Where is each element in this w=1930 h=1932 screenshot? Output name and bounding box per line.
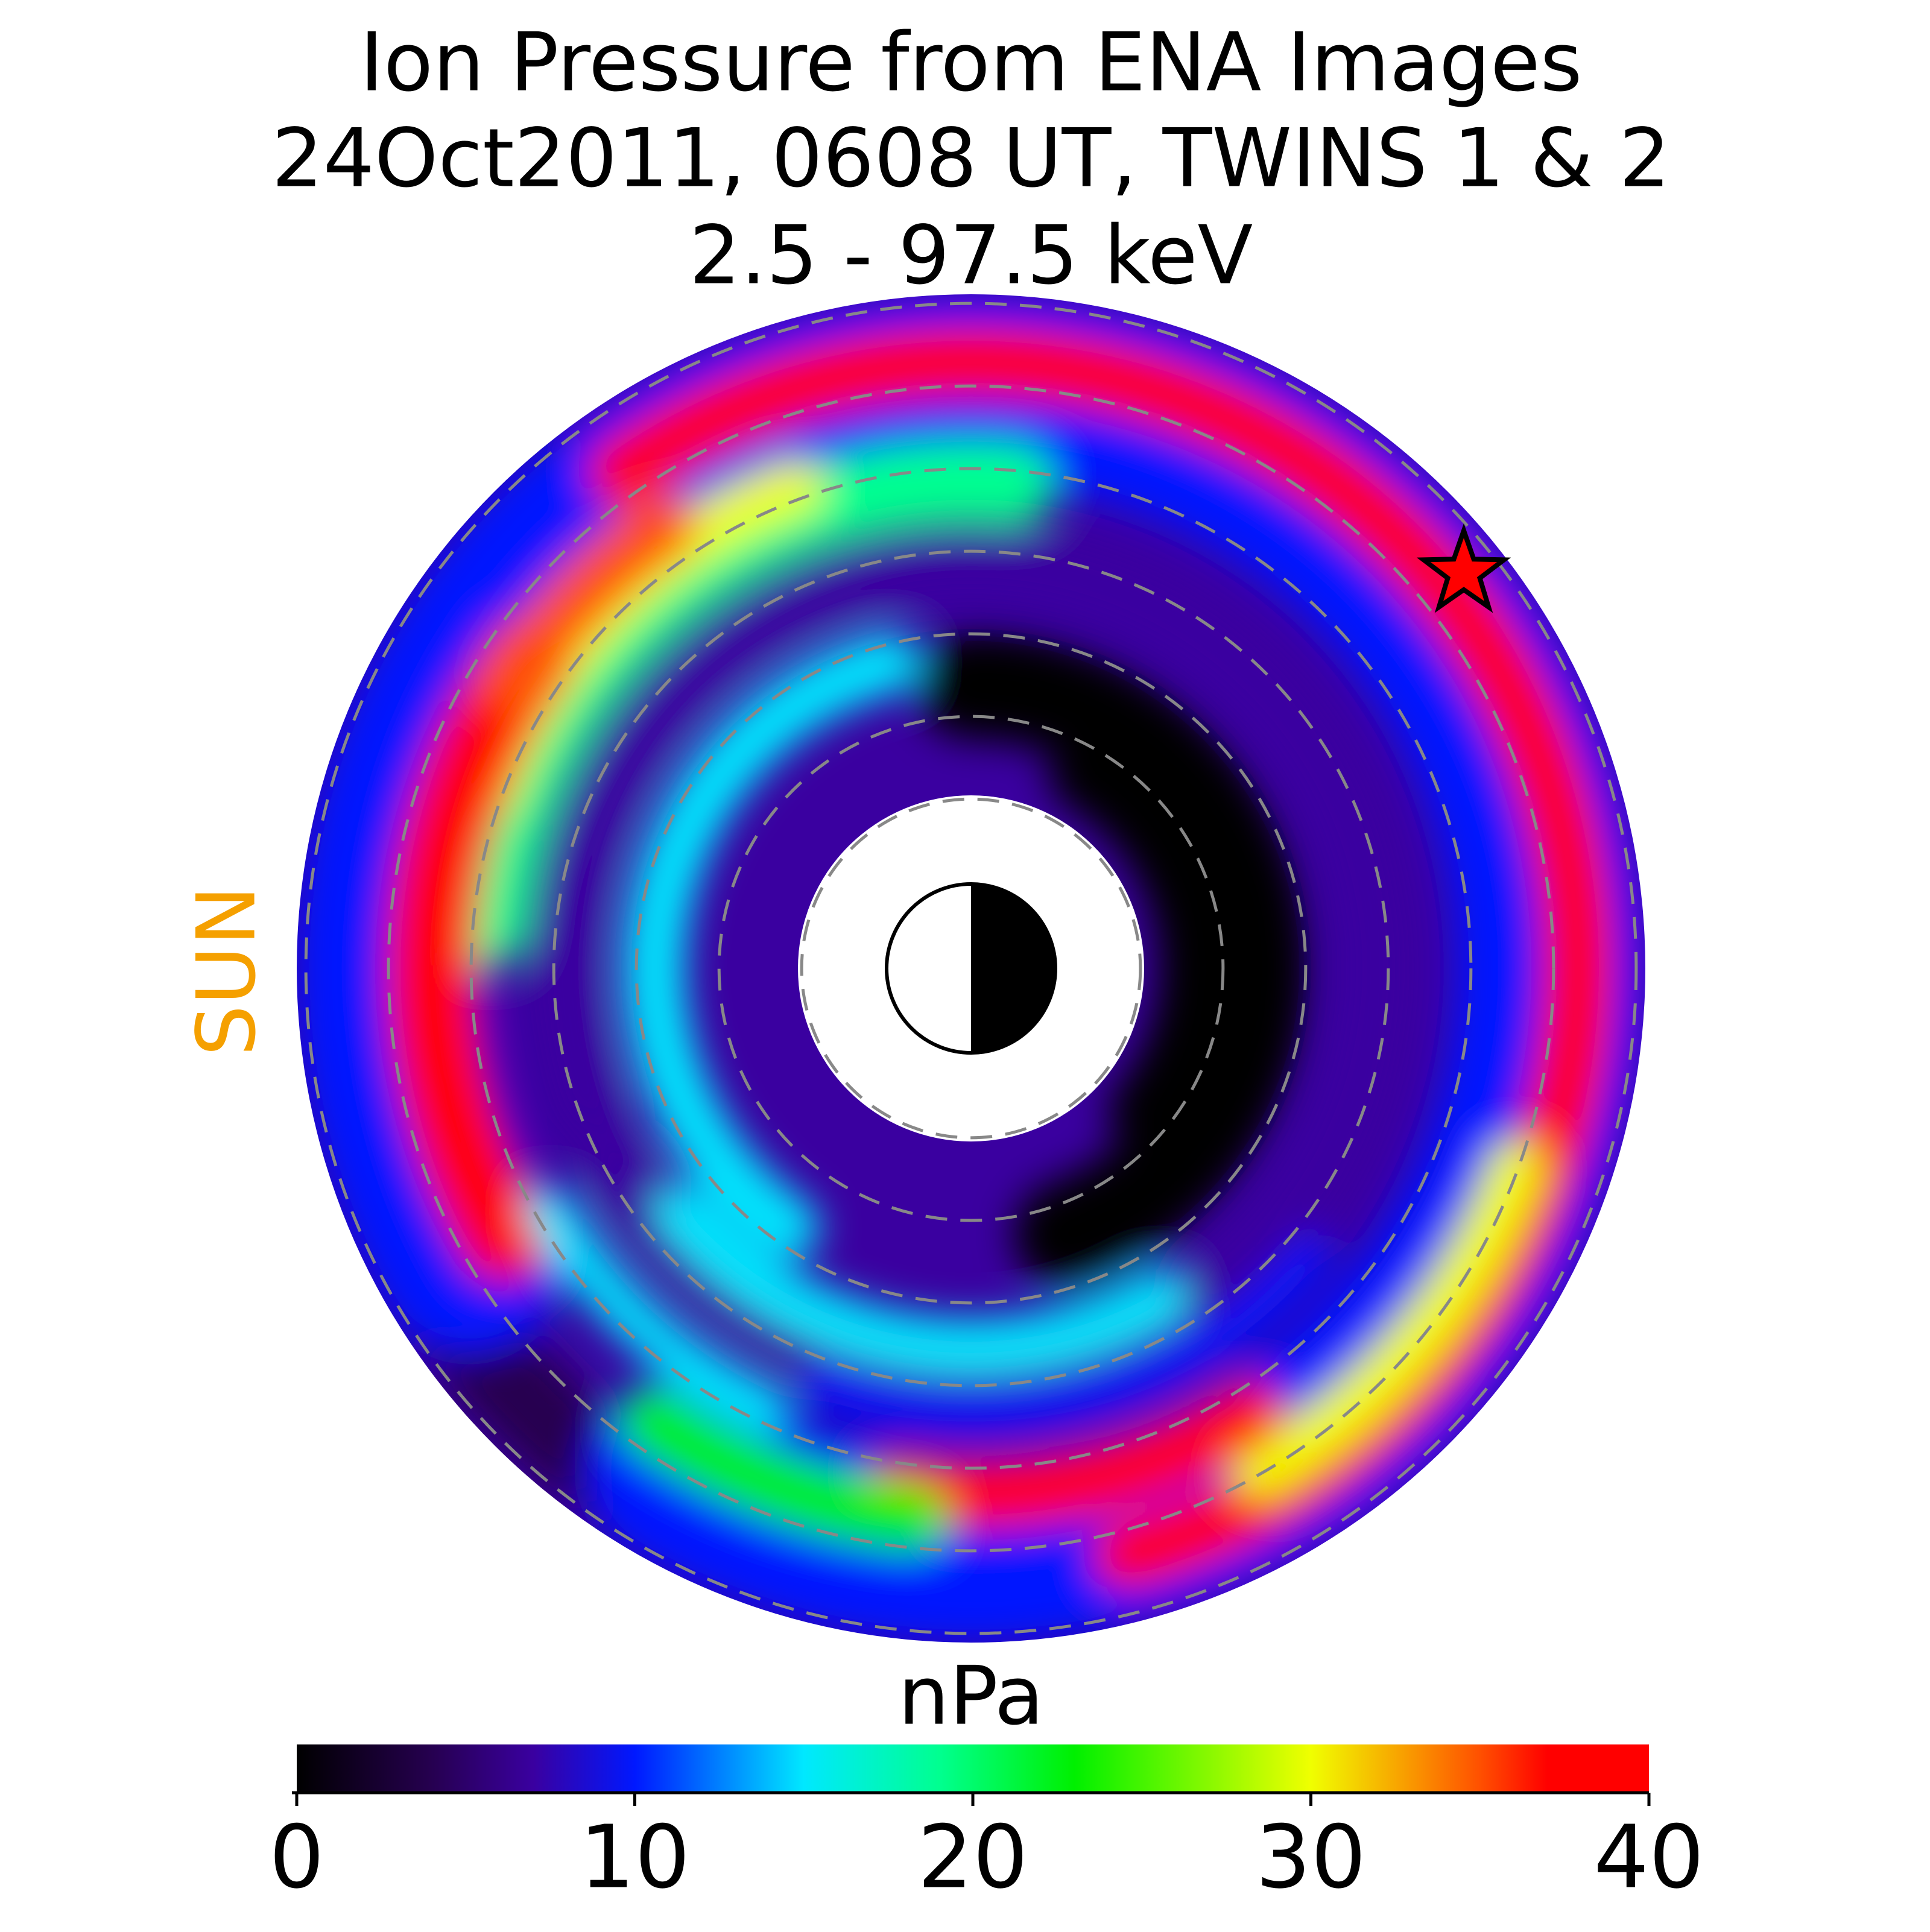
field-band — [531, 297, 1642, 1640]
field-band — [1234, 1140, 1543, 1498]
distance-circles — [304, 301, 1638, 1635]
field-band — [479, 493, 695, 716]
distance-circle — [387, 384, 1555, 1553]
colorbar — [297, 1744, 1649, 1792]
pressure-map — [290, 287, 1653, 1650]
title-line: 24Oct2011, 0608 UT, TWINS 1 & 2 — [271, 112, 1670, 206]
field-band — [624, 632, 920, 1258]
field-bands — [297, 294, 1645, 1643]
distance-circle — [304, 301, 1638, 1635]
field-band — [799, 1234, 1332, 1434]
tick-label: 30 — [1256, 1807, 1366, 1908]
field-band — [654, 1184, 1187, 1373]
tick-label: 0 — [269, 1807, 324, 1908]
field-band — [864, 1380, 1284, 1528]
field-band — [1048, 742, 1227, 1146]
distance-circle — [800, 797, 1142, 1140]
title-line: Ion Pressure from ENA Images — [360, 16, 1583, 110]
field-band — [917, 631, 1308, 1289]
tick-label: 20 — [917, 1807, 1028, 1908]
distance-circle — [634, 632, 1308, 1305]
satellite-star — [1416, 523, 1511, 613]
distance-circle — [469, 467, 1473, 1470]
sun-label: SUN — [180, 885, 274, 1056]
tick-label: 40 — [1593, 1807, 1704, 1908]
field-band — [387, 615, 574, 1282]
colorbar-label: nPa — [898, 1649, 1044, 1743]
earth — [885, 882, 1057, 1055]
distance-circle — [552, 549, 1390, 1387]
tick-label: 10 — [580, 1807, 690, 1908]
field-band — [527, 1187, 789, 1432]
field-band — [447, 442, 1054, 967]
title-line: 2.5 - 97.5 keV — [689, 209, 1253, 303]
distance-circle — [717, 715, 1225, 1222]
field-band — [620, 1387, 948, 1552]
